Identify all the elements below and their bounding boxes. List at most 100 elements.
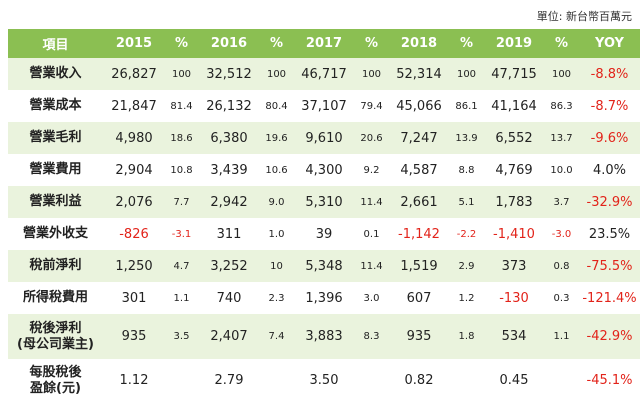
header-2015: 2015 (103, 29, 165, 58)
header-2017: 2017 (293, 29, 355, 58)
percent-cell: 80.4 (260, 90, 293, 122)
percent-cell: 100 (165, 58, 198, 90)
percent-cell (545, 359, 578, 402)
percent-cell: 11.4 (355, 250, 388, 282)
percent-cell: -3.1 (165, 218, 198, 250)
table-row: 稅前淨利 1,250 4.7 3,252 10 5,348 11.4 1,519 2.9 373 0… (8, 250, 640, 282)
table-row: 營業外收支 -826 -3.1 311 1.0 39 0.1 -1,142 -2.2 -1,410… (8, 218, 640, 250)
percent-cell: 100 (545, 58, 578, 90)
percent-cell: 86.3 (545, 90, 578, 122)
value-cell: 37,107 (293, 90, 355, 122)
percent-cell: 8.3 (355, 314, 388, 359)
value-cell: 4,769 (483, 154, 545, 186)
unit-note: 單位: 新台幣百萬元 (536, 10, 632, 23)
table-row: 所得稅費用 301 1.1 740 2.3 1,396 3.0 607 1.2 -130 0.3 -1… (8, 282, 640, 314)
percent-cell: 1.0 (260, 218, 293, 250)
yoy-cell: -8.8% (578, 58, 640, 90)
value-cell: 3,439 (198, 154, 260, 186)
percent-cell: 13.7 (545, 122, 578, 154)
financial-table: 項目 2015 % 2016 % 2017 % 2018 % 2019 % YO… (8, 29, 640, 402)
percent-cell: -2.2 (450, 218, 483, 250)
value-cell: 45,066 (388, 90, 450, 122)
value-cell: 1,783 (483, 186, 545, 218)
value-cell: 1,396 (293, 282, 355, 314)
row-label: 營業收入 (8, 58, 103, 90)
table-row: 營業收入 26,827 100 32,512 100 46,717 100 52,314 100… (8, 58, 640, 90)
percent-cell: 3.0 (355, 282, 388, 314)
yoy-cell: -42.9% (578, 314, 640, 359)
header-pct: % (260, 29, 293, 58)
header-item: 項目 (8, 29, 103, 58)
row-label: 稅後淨利 (母公司業主) (8, 314, 103, 359)
percent-cell (355, 359, 388, 402)
value-cell: -1,410 (483, 218, 545, 250)
value-cell: -1,142 (388, 218, 450, 250)
value-cell: 4,300 (293, 154, 355, 186)
value-cell: 26,827 (103, 58, 165, 90)
value-cell: 534 (483, 314, 545, 359)
percent-cell: 10.6 (260, 154, 293, 186)
percent-cell: 7.4 (260, 314, 293, 359)
percent-cell (260, 359, 293, 402)
percent-cell: 100 (450, 58, 483, 90)
value-cell: 6,552 (483, 122, 545, 154)
percent-cell: 5.1 (450, 186, 483, 218)
percent-cell: 3.7 (545, 186, 578, 218)
value-cell: 3,883 (293, 314, 355, 359)
percent-cell: 1.1 (545, 314, 578, 359)
value-cell: 0.82 (388, 359, 450, 402)
value-cell: 6,380 (198, 122, 260, 154)
value-cell: 3.50 (293, 359, 355, 402)
value-cell: 2,904 (103, 154, 165, 186)
header-yoy: YOY (578, 29, 640, 58)
value-cell: 2,407 (198, 314, 260, 359)
yoy-cell: 4.0% (578, 154, 640, 186)
percent-cell: 20.6 (355, 122, 388, 154)
value-cell: 9,610 (293, 122, 355, 154)
value-cell: 46,717 (293, 58, 355, 90)
value-cell: 301 (103, 282, 165, 314)
value-cell: 3,252 (198, 250, 260, 282)
yoy-cell: -32.9% (578, 186, 640, 218)
percent-cell: 1.1 (165, 282, 198, 314)
value-cell: 41,164 (483, 90, 545, 122)
percent-cell: 2.3 (260, 282, 293, 314)
table-row: 營業利益 2,076 7.7 2,942 9.0 5,310 11.4 2,661 5.1 1,7… (8, 186, 640, 218)
yoy-cell: -9.6% (578, 122, 640, 154)
percent-cell: 100 (355, 58, 388, 90)
value-cell: 607 (388, 282, 450, 314)
header-pct: % (165, 29, 198, 58)
table-row: 每股稅後 盈餘(元) 1.12 2.79 3.50 0.82 0.45 -45.1% (8, 359, 640, 402)
percent-cell (165, 359, 198, 402)
percent-cell: 10.0 (545, 154, 578, 186)
value-cell: 2,661 (388, 186, 450, 218)
row-label: 稅前淨利 (8, 250, 103, 282)
percent-cell: 81.4 (165, 90, 198, 122)
header-pct: % (355, 29, 388, 58)
value-cell: 5,310 (293, 186, 355, 218)
row-label: 營業利益 (8, 186, 103, 218)
value-cell: 21,847 (103, 90, 165, 122)
percent-cell: 11.4 (355, 186, 388, 218)
header-pct: % (545, 29, 578, 58)
value-cell: 2,942 (198, 186, 260, 218)
value-cell: 5,348 (293, 250, 355, 282)
value-cell: 32,512 (198, 58, 260, 90)
value-cell: 0.45 (483, 359, 545, 402)
header-2018: 2018 (388, 29, 450, 58)
row-label: 所得稅費用 (8, 282, 103, 314)
value-cell: -826 (103, 218, 165, 250)
percent-cell: 10.8 (165, 154, 198, 186)
percent-cell: 1.8 (450, 314, 483, 359)
percent-cell: 0.1 (355, 218, 388, 250)
value-cell: 1.12 (103, 359, 165, 402)
yoy-cell: 23.5% (578, 218, 640, 250)
yoy-cell: -8.7% (578, 90, 640, 122)
percent-cell: 9.2 (355, 154, 388, 186)
row-label: 每股稅後 盈餘(元) (8, 359, 103, 402)
percent-cell: 86.1 (450, 90, 483, 122)
value-cell: 2,076 (103, 186, 165, 218)
value-cell: 311 (198, 218, 260, 250)
yoy-cell: -75.5% (578, 250, 640, 282)
percent-cell: 18.6 (165, 122, 198, 154)
